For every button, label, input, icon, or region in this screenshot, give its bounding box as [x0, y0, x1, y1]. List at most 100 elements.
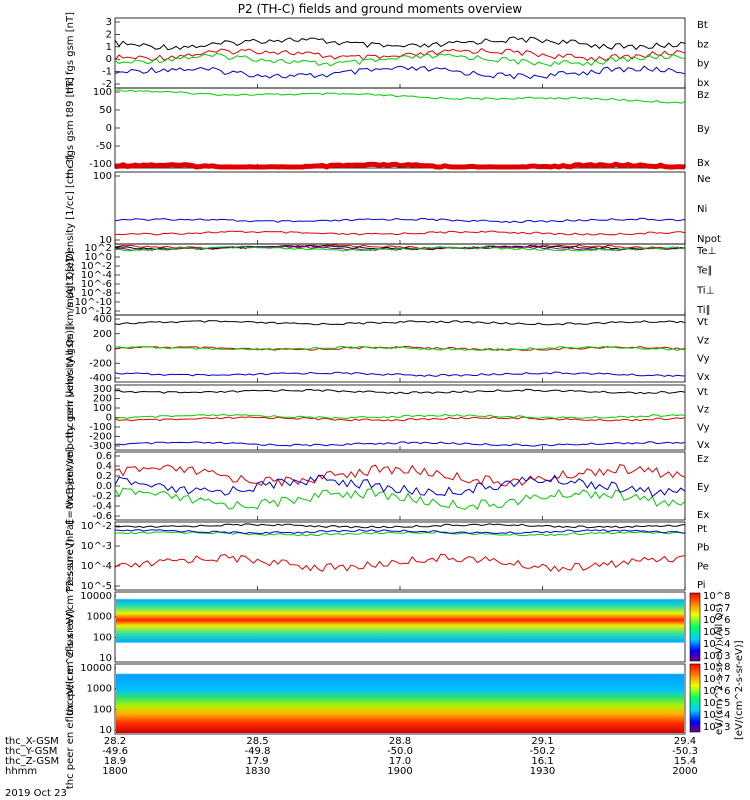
ephemeris-value: 17.9	[246, 756, 268, 767]
colorbar-tick-label: 10^5	[703, 627, 730, 638]
colorbar-tick-label: 10^5	[703, 698, 730, 709]
y-tick-label: -0.6	[92, 511, 112, 522]
panel-efield: 0.60.40.20.0-0.2-0.4-0.6 E=-VxB [mV/m] Ez E…	[65, 447, 709, 525]
legend-Te∥: Te∥	[696, 266, 713, 277]
y-tick-label: 100	[93, 171, 112, 182]
panel-electron_spectrogram: 10000 1000 100 10 thc peer en eflux eV/(cm^2…	[65, 609, 686, 789]
trace-Ex	[114, 474, 686, 498]
y-tick-label: -0.2	[92, 491, 112, 502]
y-tick-label: 0.4	[96, 461, 112, 472]
y-tick-label: 10^-8	[81, 288, 112, 299]
legend-Ti⊥: Ti⊥	[696, 285, 714, 296]
panel-pressure: 10^-2 10^-3 10^-4 10^-5 Pressure [nPa] Pt Pb Pe…	[65, 520, 709, 592]
trace-Ti∥	[114, 246, 686, 252]
y-tick-label: 1000	[87, 684, 112, 695]
y-tick-label: 400	[93, 314, 112, 325]
panel-temperature: 10^210^010^-210^-410^-610^-810^-1010^-12…	[65, 243, 716, 317]
y-tick-label: -200	[89, 358, 112, 369]
ephemeris-value: -49.8	[245, 746, 271, 757]
ephemeris-value: -49.6	[102, 746, 128, 757]
y-tick-label: 10^-6	[81, 279, 112, 290]
y-axis-label: Density [1/cc] [cm-3]	[65, 155, 76, 261]
colorbar-tick-label: 10^3	[703, 651, 730, 662]
trace-by	[114, 52, 686, 67]
y-tick-label: 200	[93, 329, 112, 340]
y-tick-label: 10	[99, 725, 112, 736]
trace-Npot	[114, 217, 686, 224]
legend-Ni: Ni	[697, 204, 707, 215]
y-tick-label: 10^-4	[81, 561, 112, 572]
y-tick-label: 10	[99, 653, 112, 664]
legend-Ey: Ey	[697, 482, 709, 493]
trace-By	[114, 89, 686, 104]
trace-Pe	[114, 531, 686, 537]
y-axis-label: E=-VxB [mV/m]	[65, 447, 76, 525]
y-tick-label: 10^-5	[81, 581, 112, 592]
y-tick-label: -2	[102, 79, 112, 90]
colorbar-tick-label: 10^4	[703, 639, 730, 650]
ephemeris-value: 28.8	[389, 736, 411, 747]
y-tick-label: 200	[93, 394, 112, 405]
legend-Vy: Vy	[697, 354, 710, 365]
ephemeris-value: -50.0	[387, 746, 413, 757]
y-tick-label: -50	[96, 141, 112, 152]
y-axis-label: magt3 [eV]	[65, 251, 76, 308]
trace-bz	[114, 47, 686, 62]
colorbar-tick-label: 10^8	[703, 591, 730, 602]
trace-Pb	[114, 553, 686, 573]
ephemeris-value: 29.1	[531, 736, 553, 747]
colorbar-units-inline: eV/(cm^2-s-sr-eV) (All Qs)	[714, 603, 725, 735]
y-tick-label: 100	[93, 403, 112, 414]
ephemeris-value: 2000	[672, 766, 697, 777]
legend-Te⊥: Te⊥	[696, 246, 716, 257]
legend-Vt: Vt	[697, 317, 708, 328]
y-tick-label: 0	[106, 54, 112, 65]
ephemeris-value: 15.4	[674, 756, 696, 767]
colorbar-units: [eV/(cm^2-s-sr-eV)]	[734, 640, 745, 740]
trace-Vt	[114, 320, 686, 326]
legend-Pb: Pb	[697, 543, 709, 554]
y-tick-label: 10000	[80, 591, 112, 602]
trace-Vz	[114, 345, 686, 351]
colorbar-tick-label: 10^7	[703, 603, 730, 614]
legend-Vt: Vt	[697, 387, 708, 398]
legend-Ex: Ex	[697, 510, 709, 521]
y-tick-label: 100	[93, 704, 112, 715]
legend-Bz: Bz	[697, 90, 709, 101]
panel-frame	[114, 17, 686, 89]
y-tick-label: 50	[99, 105, 112, 116]
legend-Ne: Ne	[697, 174, 711, 185]
colorbar-electron	[689, 663, 701, 733]
y-axis-label: thc peer en eflux eV/(cm^2-s-sr-eV)	[65, 609, 76, 789]
legend-Npot: Npot	[697, 234, 721, 245]
panel-velocity_gsm: 400 200 0 -200 -400 thc peir velocity gsm [km…	[65, 259, 710, 439]
ephemeris-value: 28.2	[104, 736, 126, 747]
y-tick-label: -100	[89, 159, 112, 170]
ephemeris-value: 28.5	[246, 736, 268, 747]
colorbar-tick-label: 10^6	[703, 686, 730, 697]
colorbar-ticks: 10^810^810^710^710^610^610^510^510^410^4…	[703, 591, 730, 733]
trace-Vz	[114, 416, 686, 422]
legend-Pe: Pe	[697, 561, 709, 572]
y-tick-label: 0.6	[96, 451, 112, 462]
y-tick-label: 10^-4	[81, 270, 112, 281]
y-tick-label: 100	[93, 87, 112, 98]
y-tick-label: 10000	[80, 663, 112, 674]
y-tick-label: -300	[89, 441, 112, 452]
legend-by: by	[697, 59, 709, 70]
trace-bx	[114, 65, 686, 80]
y-tick-label: 10^-10	[75, 297, 112, 308]
y-tick-label: 10^2	[85, 243, 112, 254]
y-tick-label: -200	[89, 432, 112, 443]
trace-Vx	[114, 441, 686, 447]
y-tick-label: 300	[93, 384, 112, 395]
legend-Bx: Bx	[697, 158, 710, 169]
panel-ion_spectrogram: 10000 1000 100 10 thc peir en eflux eV/(cm^2…	[65, 538, 686, 715]
y-tick-label: 2	[106, 29, 112, 40]
y-tick-label: 10^-2	[81, 261, 112, 272]
colorbar-tick-label: 10^8	[703, 662, 730, 673]
legend-Pi: Pi	[697, 580, 706, 591]
spectrogram-image	[116, 593, 684, 661]
